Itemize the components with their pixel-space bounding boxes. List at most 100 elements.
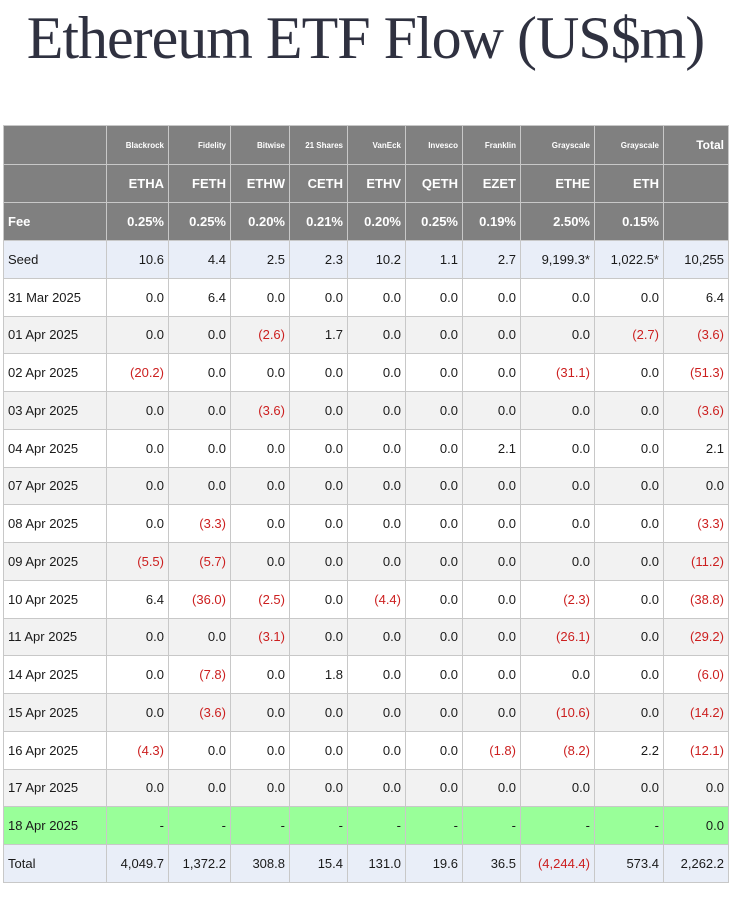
flow-cell: 6.4 <box>168 277 231 317</box>
table-row: 01 Apr 2025 0.0 0.0 (2.6) 1.7 0.0 0.0 0.0 0.0 (2.… <box>3 315 729 355</box>
flow-cell: - <box>520 806 595 845</box>
flow-cell: 0.0 <box>106 617 169 657</box>
flow-cell: 0.0 <box>347 693 406 732</box>
flow-cell: 0.0 <box>520 277 595 317</box>
table-row: 16 Apr 2025 (4.3) 0.0 0.0 0.0 0.0 0.0 (1.8) (8.2… <box>3 730 729 770</box>
flow-cell: - <box>289 806 348 845</box>
table-row: 17 Apr 2025 0.0 0.0 0.0 0.0 0.0 0.0 0.0 0.0 0.0 0.… <box>3 768 729 808</box>
row-total-cell: 10,255 <box>663 240 729 279</box>
flow-cell: (2.6) <box>230 315 290 355</box>
flow-cell: 0.0 <box>168 428 231 468</box>
table-row: 11 Apr 2025 0.0 0.0 (3.1) 0.0 0.0 0.0 0.0 (26.1)… <box>3 617 729 657</box>
ticker-symbol: EZET <box>462 164 521 203</box>
table-row: 07 Apr 2025 0.0 0.0 0.0 0.0 0.0 0.0 0.0 0.0 0.0 0.… <box>3 466 729 506</box>
row-total-cell: (12.1) <box>663 730 729 770</box>
flow-cell: 0.0 <box>594 504 664 543</box>
flow-cell: 0.0 <box>405 730 463 770</box>
row-date-label: 17 Apr 2025 <box>3 768 107 808</box>
flow-cell: 0.0 <box>520 428 595 468</box>
flow-cell: 0.0 <box>405 617 463 657</box>
flow-cell: 0.0 <box>289 428 348 468</box>
flow-cell: 0.0 <box>347 315 406 355</box>
flow-cell: 2.7 <box>462 240 521 279</box>
flow-cell: 0.0 <box>347 466 406 506</box>
flow-cell: 0.0 <box>405 768 463 808</box>
row-date-label: Seed <box>3 240 107 279</box>
table-row: 18 Apr 2025- - - - - - - - -0.0 <box>3 806 729 845</box>
flow-cell: 1.8 <box>289 655 348 694</box>
flow-cell: 1.1 <box>405 240 463 279</box>
flow-cell: 0.0 <box>289 579 348 619</box>
flow-cell: 0.0 <box>106 315 169 355</box>
flow-cell: 1.7 <box>289 315 348 355</box>
issuer-name: Franklin <box>462 125 521 165</box>
flow-cell: 10.2 <box>347 240 406 279</box>
table-row: 14 Apr 2025 0.0 (7.8) 0.0 1.8 0.0 0.0 0.0 0.0 0.0… <box>3 655 729 694</box>
fee-value: 0.15% <box>594 202 664 241</box>
row-date-label: 03 Apr 2025 <box>3 391 107 430</box>
flow-cell: (2.3) <box>520 579 595 619</box>
flow-cell: 0.0 <box>230 353 290 392</box>
flow-cell: 6.4 <box>106 579 169 619</box>
flow-cell: 0.0 <box>405 315 463 355</box>
flow-cell: - <box>106 806 169 845</box>
flow-cell: 0.0 <box>405 466 463 506</box>
flow-cell: 1,022.5* <box>594 240 664 279</box>
flow-cell: 0.0 <box>462 504 521 543</box>
flow-cell: 0.0 <box>106 504 169 543</box>
flow-cell: 0.0 <box>106 277 169 317</box>
flow-cell: 0.0 <box>520 504 595 543</box>
flow-cell: 131.0 <box>347 844 406 883</box>
row-date-label: 11 Apr 2025 <box>3 617 107 657</box>
flow-cell: 0.0 <box>594 655 664 694</box>
flow-cell: 0.0 <box>462 579 521 619</box>
etf-flow-table: Blackrock Fidelity Bitwise 21 Shares Van… <box>3 125 729 883</box>
flow-cell: 0.0 <box>168 391 231 430</box>
flow-cell: 0.0 <box>405 428 463 468</box>
table-row: 15 Apr 2025 0.0 (3.6) 0.0 0.0 0.0 0.0 0.0 (10.6)… <box>3 693 729 732</box>
row-total-cell: (3.3) <box>663 504 729 543</box>
flow-cell: (3.1) <box>230 617 290 657</box>
flow-cell: 1,372.2 <box>168 844 231 883</box>
row-total-cell: (14.2) <box>663 693 729 732</box>
flow-cell: - <box>594 806 664 845</box>
fee-value: 0.25% <box>168 202 231 241</box>
flow-cell: 0.0 <box>405 542 463 581</box>
flow-cell: 0.0 <box>106 428 169 468</box>
flow-cell: (1.8) <box>462 730 521 770</box>
flow-cell: 0.0 <box>462 466 521 506</box>
row-total-cell: 0.0 <box>663 806 729 845</box>
flow-cell: (4.3) <box>106 730 169 770</box>
flow-cell: 0.0 <box>347 617 406 657</box>
ticker-header-row: ETHA FETH ETHW CETH ETHV QETH EZET ETHE … <box>3 164 729 203</box>
flow-cell: 0.0 <box>289 353 348 392</box>
row-date-label: 18 Apr 2025 <box>3 806 107 845</box>
flow-cell: (3.3) <box>168 504 231 543</box>
row-date-label: 15 Apr 2025 <box>3 693 107 732</box>
fee-value: 0.20% <box>230 202 290 241</box>
flow-cell: 0.0 <box>594 428 664 468</box>
table-row: 31 Mar 2025 0.0 6.4 0.0 0.0 0.0 0.0 0.0 0.0 0.0 6.… <box>3 277 729 317</box>
row-date-label: 08 Apr 2025 <box>3 504 107 543</box>
flow-cell: 0.0 <box>230 768 290 808</box>
flow-cell: - <box>230 806 290 845</box>
flow-cell: 0.0 <box>106 693 169 732</box>
flow-cell: 0.0 <box>594 542 664 581</box>
flow-cell: 0.0 <box>289 730 348 770</box>
flow-cell: 0.0 <box>230 466 290 506</box>
issuer-header-row: Blackrock Fidelity Bitwise 21 Shares Van… <box>3 125 729 165</box>
flow-cell: 0.0 <box>230 542 290 581</box>
flow-cell: (4,244.4) <box>520 844 595 883</box>
flow-cell: 9,199.3* <box>520 240 595 279</box>
table-row: 02 Apr 2025 (20.2) 0.0 0.0 0.0 0.0 0.0 0.0 (31.1… <box>3 353 729 392</box>
row-date-label: 14 Apr 2025 <box>3 655 107 694</box>
row-date-label: 10 Apr 2025 <box>3 579 107 619</box>
ticker-symbol: ETHV <box>347 164 406 203</box>
flow-cell: 308.8 <box>230 844 290 883</box>
flow-cell: 19.6 <box>405 844 463 883</box>
flow-cell: 0.0 <box>230 428 290 468</box>
ticker-symbol: FETH <box>168 164 231 203</box>
flow-cell: 0.0 <box>168 768 231 808</box>
issuer-name: Fidelity <box>168 125 231 165</box>
flow-cell: 0.0 <box>462 655 521 694</box>
